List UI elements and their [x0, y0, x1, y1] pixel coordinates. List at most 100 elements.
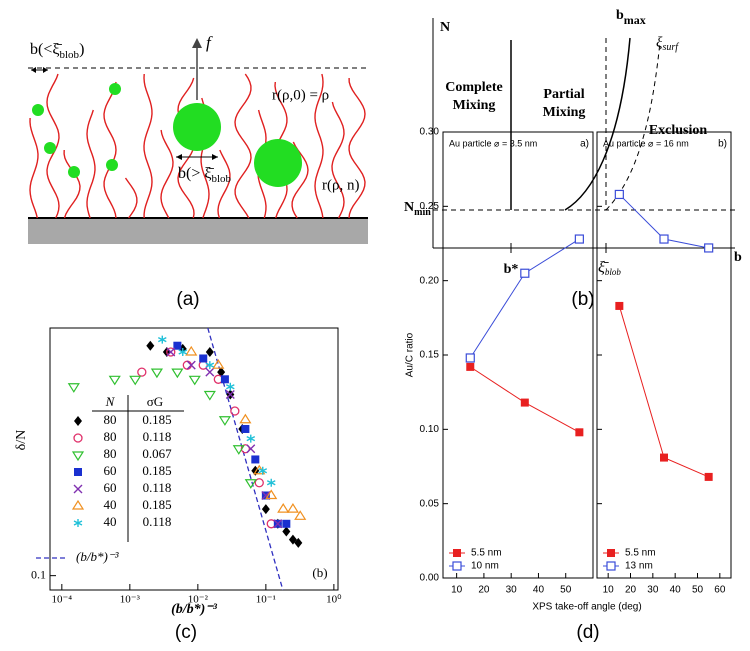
- x-axis-label: (b/b*)⁻³: [171, 602, 218, 617]
- chart-c: 10⁻⁴ 10⁻³ 10⁻² 10⁻¹ 10⁰ 0.1 (b/b*)⁻³ δ/N (b) N σG 8…: [14, 327, 342, 617]
- particle: [109, 83, 121, 95]
- substrate: [28, 218, 368, 244]
- text: ξ̄: [598, 259, 609, 276]
- particle: [68, 166, 80, 178]
- annotation: Au particle ⌀ = 3.5 nm: [449, 138, 537, 148]
- data-point: [277, 503, 290, 513]
- x-tick-label: 10⁻²: [188, 594, 209, 606]
- polymer-chain: [29, 117, 39, 219]
- legend-label: 0.118: [143, 480, 172, 495]
- data-point: [266, 478, 276, 487]
- data-point: [230, 406, 240, 416]
- y-tick-label: 0.00: [420, 573, 440, 584]
- data-point: [212, 359, 225, 369]
- particle: [32, 104, 44, 116]
- data-point: [205, 361, 215, 370]
- spacing-large-label: b(> ξ̄blob: [178, 165, 232, 185]
- data-point: [575, 428, 584, 437]
- legend-label: 0.118: [143, 514, 172, 529]
- polymer-chain: [86, 109, 96, 219]
- text: b(>: [178, 165, 204, 182]
- panel-label: (b): [571, 289, 594, 310]
- y-axis-label: Au/C ratio: [405, 332, 416, 377]
- region-label: Mixing: [453, 98, 496, 113]
- x-tick-label: 10⁰: [326, 594, 342, 606]
- panel-tag: a): [580, 139, 589, 150]
- y-tick-label: 0.15: [420, 350, 440, 361]
- legend-label: 60: [104, 463, 117, 478]
- arrow-head: [192, 38, 202, 48]
- particle: [106, 159, 118, 171]
- text: ξ: [656, 35, 663, 51]
- x-tick-label: 60: [714, 585, 726, 596]
- subscript: blob: [212, 173, 232, 185]
- data-point: [614, 189, 624, 200]
- b-star-label: b*: [504, 262, 519, 277]
- text: ξ̄: [204, 165, 214, 182]
- legend-marker: [607, 549, 615, 557]
- data-point: [258, 466, 268, 475]
- y-tick-label: 0.30: [420, 127, 440, 138]
- region-label: Complete: [445, 80, 503, 95]
- region-label: Exclusion: [649, 123, 708, 138]
- x-tick-label: 10⁻⁴: [52, 594, 73, 606]
- y-tick-label: 0.1: [31, 567, 46, 581]
- y-axis-label: N: [440, 20, 450, 35]
- polymer-chain: [331, 101, 345, 219]
- panel-label: (d): [576, 622, 599, 643]
- legend-label: 5.5 nm: [471, 548, 502, 559]
- data-point: [171, 368, 184, 379]
- text: ξ̄: [52, 41, 62, 58]
- data-point: [146, 340, 155, 351]
- polymer-chain: [314, 73, 324, 219]
- data-point: [241, 424, 250, 433]
- polymer-chain: [46, 73, 60, 219]
- text: N: [404, 200, 414, 215]
- data-point: [239, 413, 252, 424]
- nmin-label: Nmin: [404, 200, 431, 218]
- data-point: [199, 354, 208, 363]
- xi-blob-label: ξ̄blob: [598, 259, 621, 277]
- x-tick-label: 10⁻³: [120, 594, 141, 606]
- legend-label: 60: [104, 480, 117, 495]
- data-point: [182, 360, 192, 370]
- force-label: f: [206, 33, 213, 52]
- data-point: [225, 390, 235, 400]
- polymer-chain: [63, 149, 81, 219]
- data-point: [520, 398, 529, 407]
- data-point: [294, 537, 303, 548]
- reference-line: [207, 327, 284, 591]
- subscript: blob: [60, 49, 80, 61]
- data-point: [615, 301, 624, 310]
- legend-label: 80: [104, 446, 117, 461]
- particle: [254, 139, 302, 187]
- data-point: [205, 346, 214, 357]
- polymer-chain: [217, 149, 231, 219]
- legend-marker: [453, 549, 461, 557]
- plot-frame: [49, 327, 339, 591]
- xi-surf-curve: [605, 41, 661, 211]
- arrow-head: [31, 67, 48, 73]
- data-point: [574, 234, 584, 244]
- bmax-curve: [564, 37, 631, 211]
- y-tick-label: 0.05: [420, 498, 440, 509]
- chart-d: 10 20 30 40 50 0.00 0.05 0.10 0.15 0.20 0.25 0.30 XP…: [405, 127, 642, 613]
- legend-label: 80: [104, 412, 117, 427]
- data-point: [288, 534, 297, 545]
- r-chain-label: r(ρ, n): [322, 177, 359, 193]
- legend-marker: [74, 468, 82, 476]
- polymer-chain: [234, 73, 252, 219]
- data-point: [173, 341, 182, 350]
- legend-marker: [71, 451, 85, 462]
- subscript: surf: [662, 42, 679, 53]
- subscript: blob: [605, 267, 622, 277]
- data-point: [660, 453, 668, 462]
- xi-surf-label: ξsurf: [656, 35, 679, 53]
- series-line: [469, 238, 580, 359]
- polymer-chain: [143, 73, 153, 218]
- data-point: [254, 478, 264, 488]
- legend-label: (b/b*)⁻³: [76, 549, 120, 564]
- data-point: [188, 375, 201, 386]
